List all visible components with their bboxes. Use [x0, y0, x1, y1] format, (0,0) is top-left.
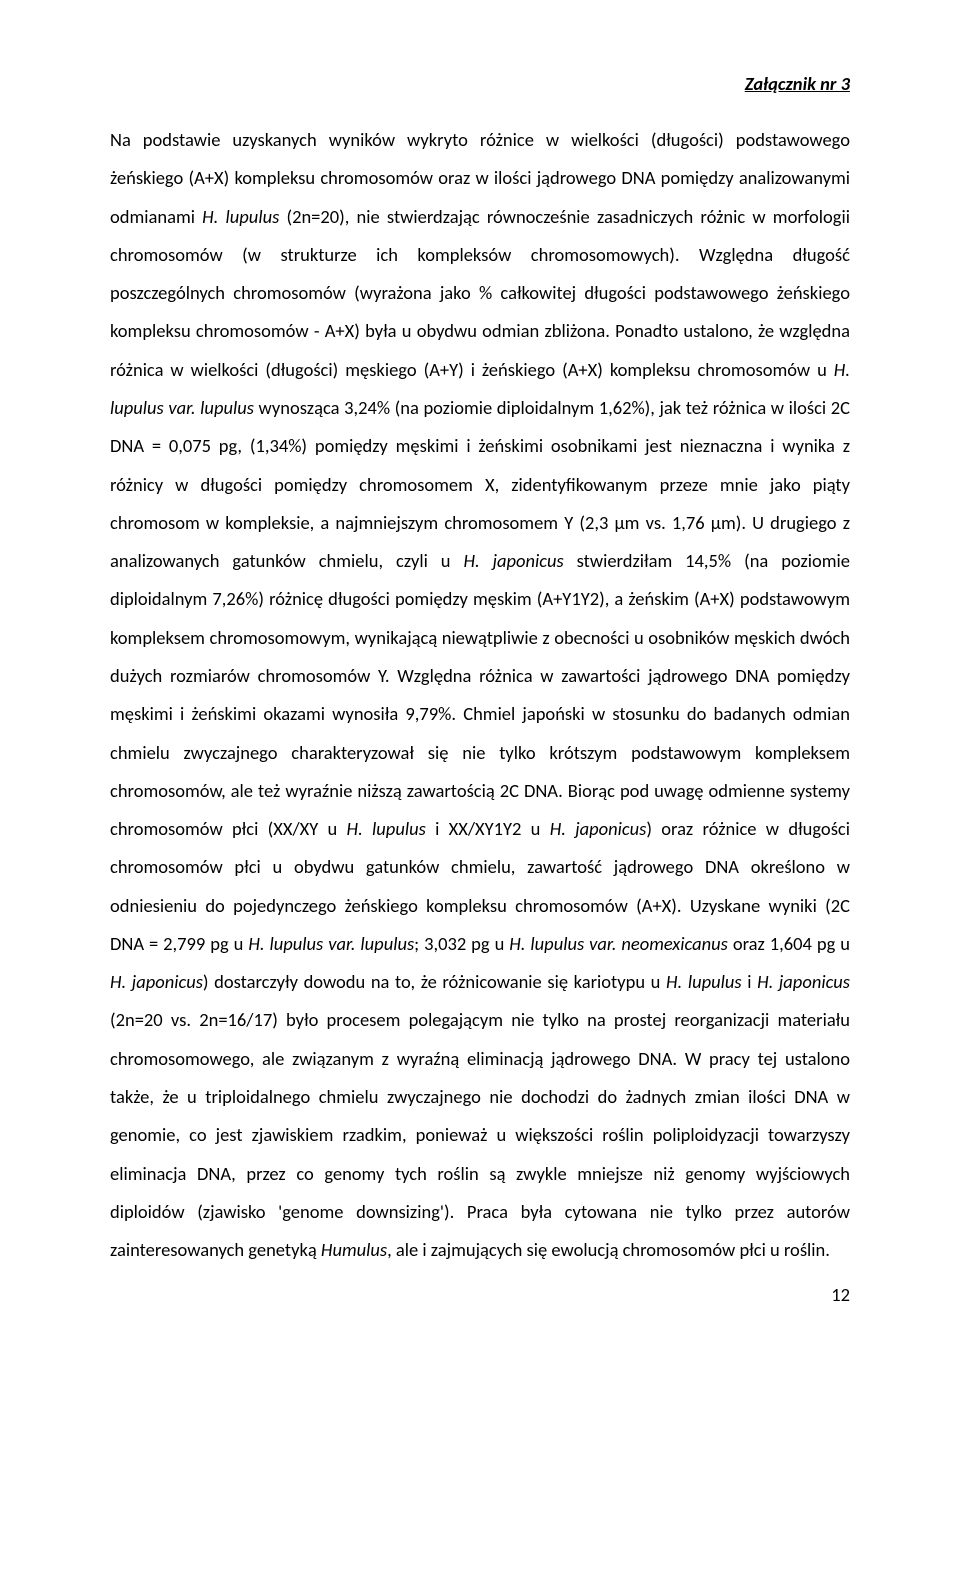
- species-name: Humulus: [321, 1238, 387, 1261]
- species-name: H. japonicus: [463, 549, 563, 572]
- species-name: H. japonicus: [110, 970, 203, 993]
- species-name: H. lupulus: [202, 205, 279, 228]
- species-name: H. lupulus: [347, 817, 426, 840]
- attachment-header: Załącznik nr 3: [110, 72, 850, 95]
- body-paragraph: Na podstawie uzyskanych wyników wykryto …: [110, 121, 850, 1269]
- text-segment: ; 3,032 pg u: [414, 932, 509, 955]
- text-segment: oraz 1,604 pg u: [728, 932, 850, 955]
- text-segment: (2n=20 vs. 2n=16/17) było procesem poleg…: [110, 1008, 850, 1261]
- text-segment: stwierdziłam 14,5% (na poziomie diploida…: [110, 549, 850, 840]
- text-segment: (2n=20), nie stwierdzając równocześnie z…: [110, 205, 850, 381]
- text-segment: i: [742, 970, 757, 993]
- species-name: H. lupulus var. neomexicanus: [509, 932, 728, 955]
- text-segment: wynosząca 3,24% (na poziomie diploidalny…: [110, 396, 850, 572]
- species-name: H. lupulus var. lupulus: [248, 932, 414, 955]
- text-segment: i XX/XY1Y2 u: [426, 817, 550, 840]
- species-name: H. japonicus: [757, 970, 850, 993]
- species-name: H. japonicus: [550, 817, 647, 840]
- text-segment: ) dostarczyły dowodu na to, że różnicowa…: [203, 970, 666, 993]
- text-segment: , ale i zajmujących się ewolucją chromos…: [387, 1238, 830, 1261]
- page-number: 12: [110, 1283, 850, 1306]
- species-name: H. lupulus: [666, 970, 742, 993]
